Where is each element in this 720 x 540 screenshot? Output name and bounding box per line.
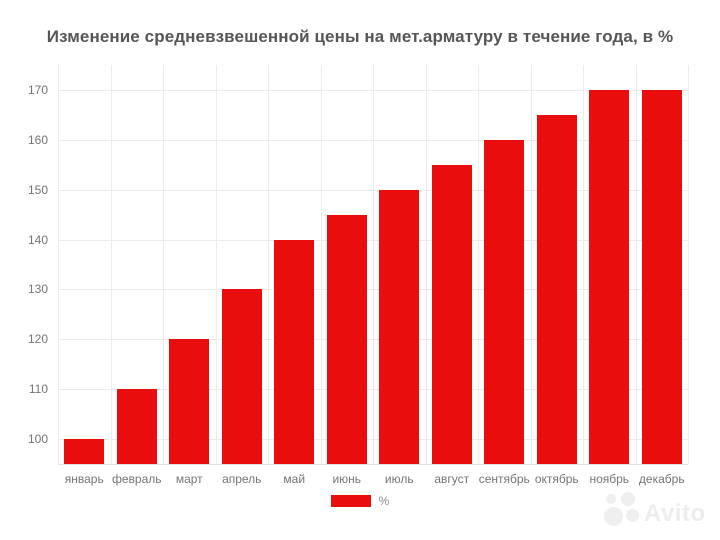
x-tick-label: февраль — [111, 472, 162, 486]
chart-bar — [536, 114, 577, 464]
chart-bar — [64, 439, 105, 464]
chart-bar — [116, 389, 157, 464]
gridline-v — [268, 65, 269, 464]
y-tick-label: 170 — [27, 82, 48, 97]
x-tick-label: апрель — [222, 472, 262, 486]
chart-bar — [484, 139, 525, 464]
gridline-v — [163, 65, 164, 464]
chart-title: Изменение средневзвешенной цены на мет.а… — [46, 27, 674, 46]
gridline-v — [425, 65, 427, 464]
x-tick-label: август — [434, 472, 470, 486]
y-tick-label: 110 — [28, 382, 48, 397]
gridline-h — [58, 389, 688, 391]
gridline-h — [58, 189, 688, 191]
gridline-h — [58, 89, 688, 91]
gridline-h — [58, 289, 688, 291]
chart-bar — [641, 89, 682, 464]
chart-bar — [379, 189, 420, 464]
y-tick-label: 130 — [27, 282, 48, 297]
chart-bar — [169, 339, 210, 464]
chart-bar — [221, 289, 262, 464]
gridline-v — [215, 65, 217, 464]
x-tick-label: июнь — [332, 472, 362, 486]
gridline-v — [478, 65, 479, 464]
x-tick-label: июль — [384, 472, 414, 486]
x-tick-label: октябрь — [534, 472, 579, 486]
gridline-v — [320, 65, 322, 464]
gridline-v — [373, 65, 374, 464]
chart-bar — [589, 89, 630, 464]
y-tick-label: 140 — [27, 232, 48, 247]
x-tick-label: май — [283, 472, 306, 486]
gridline-h — [58, 239, 688, 241]
x-tick-label: декабрь — [638, 472, 685, 486]
y-tick-label: 150 — [27, 182, 48, 197]
gridline-v — [635, 65, 637, 464]
x-axis-line — [58, 464, 688, 465]
x-tick-label: январь — [64, 472, 104, 486]
legend-swatch — [330, 495, 371, 507]
y-tick-label: 100 — [27, 432, 48, 447]
gridline-h — [58, 439, 688, 441]
gridline-v — [583, 65, 584, 464]
chart-bar — [326, 214, 367, 464]
gridline-v — [530, 65, 532, 464]
chart-bar — [431, 164, 472, 464]
y-tick-label: 120 — [27, 332, 48, 347]
gridline-h — [58, 339, 688, 341]
x-tick-label: сентябрь — [478, 472, 530, 486]
chart-bar — [274, 239, 315, 464]
watermark-text: Avito — [644, 500, 706, 527]
x-tick-label: март — [175, 472, 203, 486]
gridline-v — [110, 65, 112, 464]
gridline-h — [58, 139, 688, 141]
x-tick-label: ноябрь — [589, 472, 630, 486]
legend-label: % — [378, 494, 390, 508]
avito-watermark: Avito — [602, 492, 712, 534]
gridline-v — [688, 65, 689, 464]
y-tick-label: 160 — [27, 132, 48, 147]
gridline-v — [58, 65, 59, 464]
legend: % — [0, 494, 720, 508]
